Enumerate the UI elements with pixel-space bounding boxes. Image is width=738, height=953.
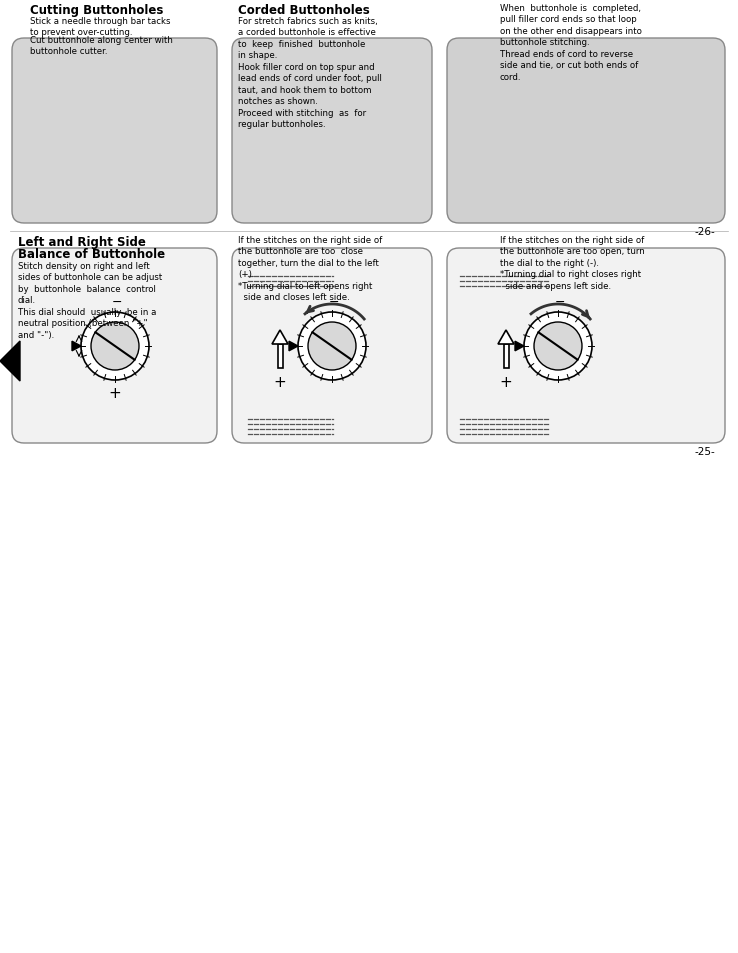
Text: If the stitches on the right side of
the buttonhole are too  close
together, tur: If the stitches on the right side of the… — [238, 235, 382, 302]
Text: If the stitches on the right side of
the buttonhole are too open, turn
the dial : If the stitches on the right side of the… — [500, 235, 645, 291]
Text: Balance of Buttonhole: Balance of Buttonhole — [18, 248, 165, 261]
Text: +: + — [108, 386, 121, 400]
Circle shape — [534, 323, 582, 371]
Text: −: − — [111, 295, 123, 309]
Circle shape — [91, 323, 139, 371]
Polygon shape — [0, 341, 20, 381]
Text: Left and Right Side: Left and Right Side — [18, 235, 146, 249]
Text: +: + — [274, 375, 286, 390]
Text: Cutting Buttonholes: Cutting Buttonholes — [30, 4, 163, 17]
Polygon shape — [498, 331, 514, 345]
Text: +: + — [500, 375, 512, 390]
FancyBboxPatch shape — [447, 249, 725, 443]
Text: Stick a needle through bar tacks
to prevent over-cutting.: Stick a needle through bar tacks to prev… — [30, 17, 170, 37]
FancyBboxPatch shape — [12, 39, 217, 224]
Polygon shape — [272, 331, 288, 345]
FancyBboxPatch shape — [232, 249, 432, 443]
Bar — [503, 345, 508, 369]
Bar — [277, 345, 283, 369]
FancyBboxPatch shape — [232, 39, 432, 224]
Text: When  buttonhole is  completed,
pull filler cord ends so that loop
on the other : When buttonhole is completed, pull fille… — [500, 4, 642, 82]
Text: Corded Buttonholes: Corded Buttonholes — [238, 4, 370, 17]
Polygon shape — [289, 342, 298, 352]
Circle shape — [308, 323, 356, 371]
Text: Stitch density on right and left
sides of buttonhole can be adjust
by  buttonhol: Stitch density on right and left sides o… — [18, 262, 162, 339]
Text: -25-: -25- — [694, 447, 715, 456]
Text: -26-: -26- — [694, 227, 715, 236]
Text: −: − — [555, 295, 565, 309]
Polygon shape — [515, 342, 524, 352]
Circle shape — [81, 313, 149, 380]
Text: −: − — [328, 295, 339, 309]
Text: For stretch fabrics such as knits,
a corded buttonhole is effective
to  keep  fi: For stretch fabrics such as knits, a cor… — [238, 17, 382, 129]
Circle shape — [524, 313, 592, 380]
FancyBboxPatch shape — [12, 249, 217, 443]
FancyBboxPatch shape — [447, 39, 725, 224]
Circle shape — [298, 313, 366, 380]
Polygon shape — [72, 342, 81, 352]
Text: Cut buttonhole along center with
buttonhole cutter.: Cut buttonhole along center with buttonh… — [30, 36, 173, 56]
